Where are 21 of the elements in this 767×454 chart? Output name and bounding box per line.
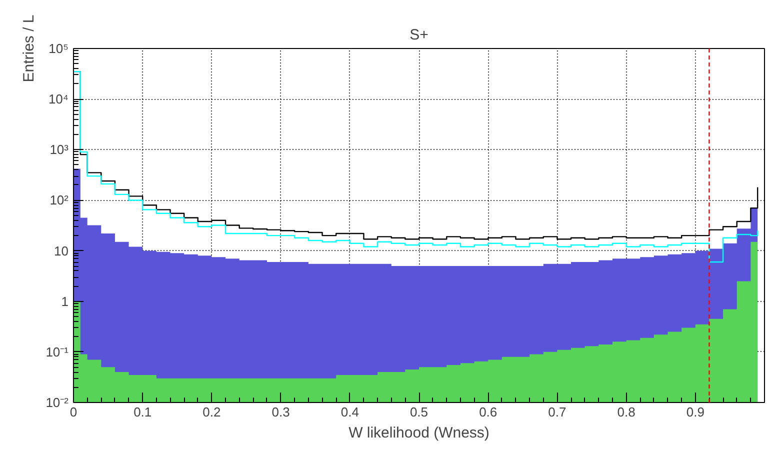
x-tick-label: 0.3 — [272, 404, 290, 420]
x-tick-label: 0.1 — [134, 404, 152, 420]
y-axis-title: Entries / L — [20, 14, 38, 82]
x-tick-label: 0.2 — [202, 404, 221, 420]
x-axis-title: W likelihood (Wness) — [348, 424, 490, 442]
x-tick-label: 0.7 — [548, 404, 566, 420]
y-tick-label: 10⁻¹ — [46, 344, 70, 360]
y-tick-label: 10 — [54, 243, 69, 258]
x-tick-label: 0.8 — [617, 404, 636, 420]
y-tick-label: 10⁵ — [48, 41, 69, 56]
y-tick-label: 10³ — [50, 142, 70, 158]
y-tick-label: 10² — [50, 192, 70, 208]
y-tick-label: 10⁻² — [46, 395, 70, 410]
x-tick-label: 0.5 — [410, 404, 428, 420]
y-tick-label: 1 — [61, 294, 69, 309]
x-tick-label: 0.9 — [686, 404, 704, 420]
x-tick-label: 0 — [70, 404, 78, 420]
chart-title: S+ — [410, 26, 429, 44]
x-tick-label: 0.4 — [340, 404, 359, 420]
x-tick-label: 0.6 — [479, 404, 498, 420]
y-tick-label: 10⁴ — [48, 92, 68, 107]
